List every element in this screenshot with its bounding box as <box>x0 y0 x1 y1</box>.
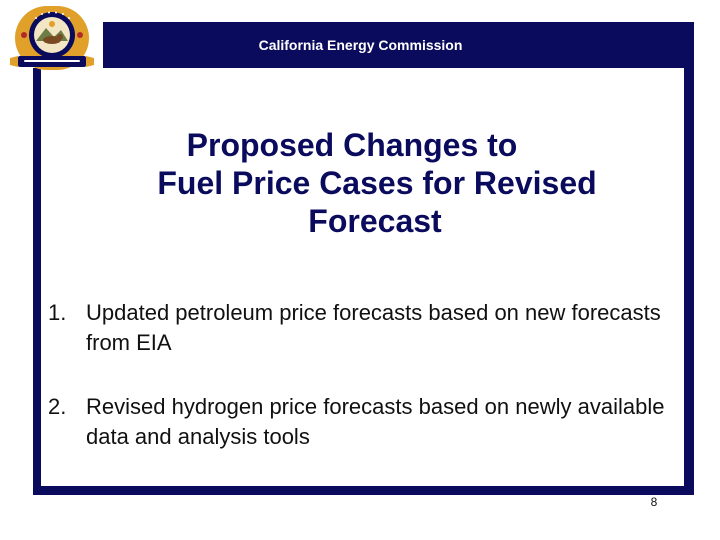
slide-title-line-2: Fuel Price Cases for Revised <box>100 164 650 202</box>
frame-right-border <box>684 68 694 495</box>
slide-title: Proposed Changes to Fuel Price Cases for… <box>100 126 650 240</box>
slide-title-line-1: Proposed Changes to <box>100 126 650 164</box>
page-number: 8 <box>644 495 664 509</box>
slide-title-line-3: Forecast <box>100 202 650 240</box>
list-item: 1. Updated petroleum price forecasts bas… <box>48 298 668 358</box>
numbered-list: 1. Updated petroleum price forecasts bas… <box>48 298 668 486</box>
frame-bottom-border <box>33 486 694 495</box>
list-item-number: 1. <box>48 298 86 358</box>
header-title: California Energy Commission <box>103 22 618 68</box>
list-item-text: Updated petroleum price forecasts based … <box>86 298 668 358</box>
list-item: 2. Revised hydrogen price forecasts base… <box>48 392 668 452</box>
state-seal-icon <box>6 6 98 70</box>
frame-left-border <box>33 68 41 495</box>
list-item-text: Revised hydrogen price forecasts based o… <box>86 392 668 452</box>
list-item-number: 2. <box>48 392 86 452</box>
